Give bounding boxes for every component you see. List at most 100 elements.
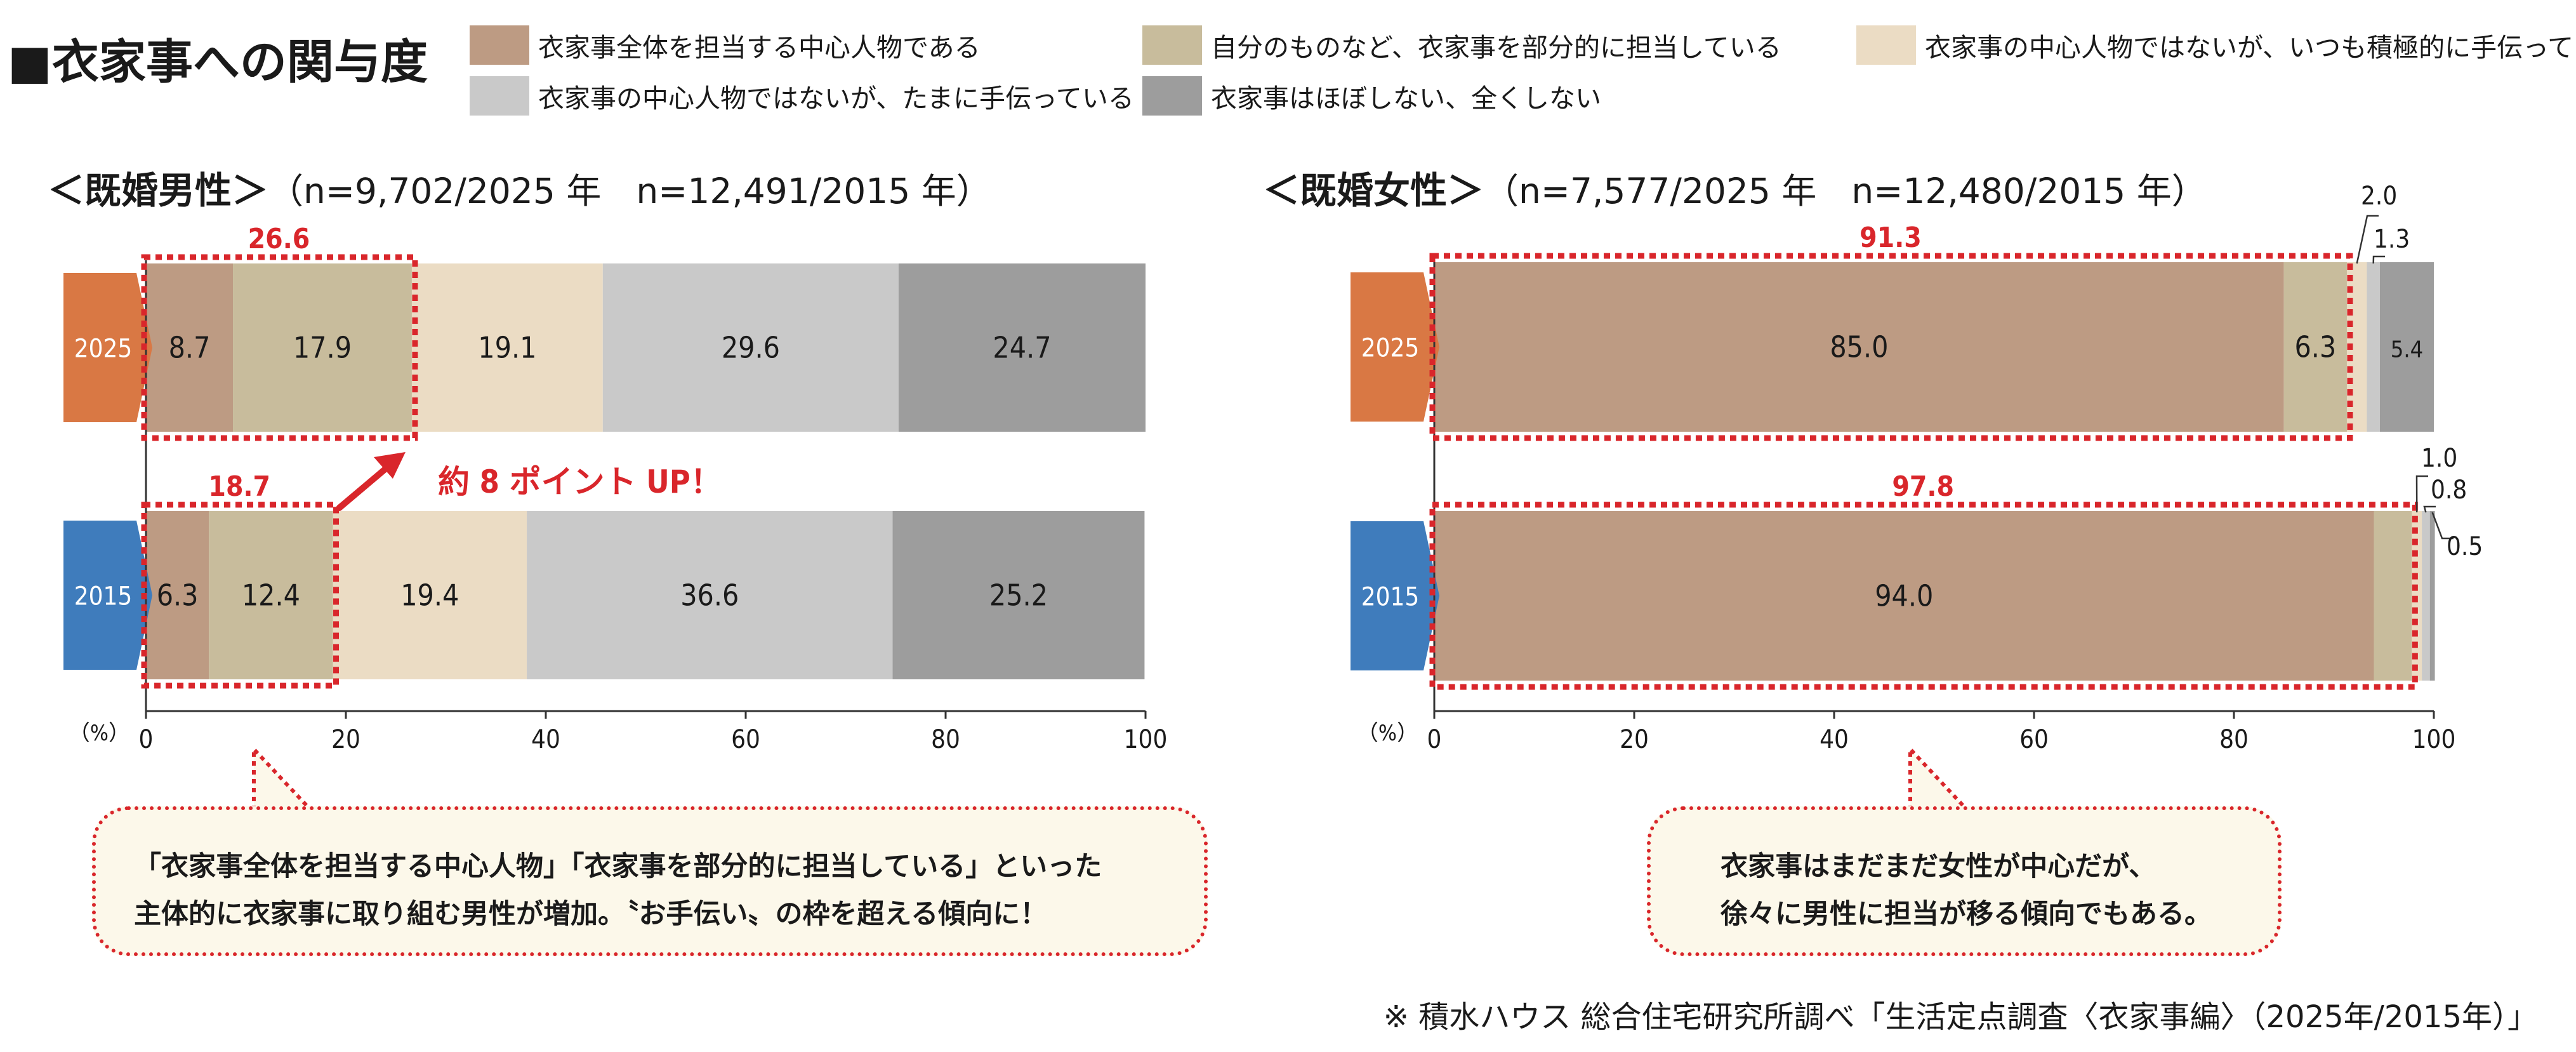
legend-item: 衣家事はほぼしない、全くしない [1142, 76, 1601, 116]
male-callout-line: 「衣家事全体を担当する中心人物」「衣家事を部分的に担当している」といった [134, 851, 1102, 882]
leader-line [2423, 505, 2436, 513]
x-tick-label: 60 [2019, 725, 2049, 754]
year-label: 2025 [1361, 334, 1420, 363]
bar-segment [892, 511, 1145, 679]
bar-segment [2422, 511, 2430, 681]
bar-segment [1434, 511, 2374, 681]
source-note: ※ 積水ハウス 総合住宅研究所調べ「生活定点調査〈衣家事編〉（2025年/201… [1383, 999, 2538, 1035]
bar-segment [209, 511, 333, 679]
year-tag-2025 [1351, 272, 1439, 422]
x-tick-label: 100 [1124, 725, 1168, 754]
legend-swatch [470, 25, 529, 65]
female-callout-line: 衣家事はまだまだ女性が中心だが、 [1721, 851, 2157, 882]
leader-line [2372, 255, 2385, 264]
year-tag-2015 [63, 521, 152, 670]
highlight-total: 97.8 [1892, 470, 1954, 503]
highlight-total: 91.3 [1859, 222, 1922, 254]
male-callout-line: 主体的に衣家事に取り組む男性が増加。〝お手伝い〟の枠を超える傾向に！ [134, 898, 1048, 930]
bar-segment [1434, 262, 2284, 432]
data-label: 6.3 [157, 578, 199, 613]
unit-label: （%） [69, 721, 130, 746]
bar-segment [333, 511, 527, 679]
data-label: 94.0 [1875, 579, 1933, 613]
legend-label: 衣家事の中心人物ではないが、たまに手伝っている [538, 83, 1134, 114]
year-label: 2015 [1361, 583, 1420, 612]
male-chart-title: ＜既婚男性＞ [48, 169, 269, 212]
bar-segment [898, 263, 1146, 432]
x-tick-label: 40 [531, 725, 560, 754]
legend-item: 衣家事全体を担当する中心人物である [470, 25, 981, 65]
legend-item: 衣家事の中心人物ではないが、いつも積極的に手伝っている [1856, 25, 2576, 65]
x-tick-label: 60 [731, 725, 760, 754]
legend-item: 自分のものなど、衣家事を部分的に担当している [1142, 25, 1781, 65]
year-tag-2015 [1351, 521, 1439, 670]
data-label: 0.8 [2431, 476, 2467, 505]
highlight-box [141, 502, 340, 689]
legend-label: 自分のものなど、衣家事を部分的に担当している [1211, 32, 1781, 63]
female-callout: 衣家事はまだまだ女性が中心だが、 徐々に男性に担当が移る傾向でもある。 [1647, 806, 2282, 956]
data-label: 1.0 [2421, 444, 2457, 473]
leader-line [2356, 215, 2379, 264]
data-label: 2.0 [2361, 182, 2397, 211]
bar-segment [2379, 262, 2434, 432]
bar-segment [233, 263, 412, 432]
data-label: 6.3 [2294, 330, 2336, 364]
data-label: 8.7 [169, 331, 211, 365]
data-label: 17.9 [293, 331, 352, 365]
data-label: 0.5 [2447, 532, 2483, 561]
data-label: 85.0 [1830, 330, 1888, 364]
x-tick-label: 40 [1820, 725, 1849, 754]
x-tick-label: 20 [1620, 725, 1649, 754]
legend-swatch [470, 76, 529, 116]
bar-segment [2374, 511, 2412, 681]
data-label: 36.6 [680, 578, 739, 613]
unit-label: （%） [1357, 721, 1418, 746]
highlight-total: 26.6 [248, 223, 310, 255]
data-label: 25.2 [989, 578, 1048, 613]
bar-segment [2283, 262, 2347, 432]
data-label: 1.3 [2374, 225, 2410, 254]
x-tick-label: 80 [931, 725, 960, 754]
data-label: 5.4 [2391, 337, 2424, 363]
arrow-annotation: 約 8 ポイント UP！ [438, 463, 722, 500]
female-callout-pointer [1908, 744, 1972, 812]
bar-segment [527, 511, 893, 679]
up-arrow-head [373, 452, 406, 479]
highlight-total: 18.7 [208, 470, 270, 503]
legend-swatch [1142, 76, 1202, 116]
highlight-box [1429, 502, 2418, 690]
data-label: 19.1 [478, 331, 536, 365]
year-tag-2025 [63, 273, 152, 422]
male-chart-heading: ＜既婚男性＞（n=9,702/2025 年 n=12,491/2015 年） [48, 161, 991, 214]
legend-item: 衣家事の中心人物ではないが、たまに手伝っている [470, 76, 1134, 116]
legend-label: 衣家事はほぼしない、全くしない [1211, 83, 1601, 114]
bar-segment [2367, 262, 2380, 432]
female-callout-line: 徐々に男性に担当が移る傾向でもある。 [1721, 898, 2212, 930]
male-chart-sample-size: （n=9,702/2025 年 n=12,491/2015 年） [268, 171, 991, 211]
female-chart-heading: ＜既婚女性＞（n=7,577/2025 年 n=12,480/2015 年） [1263, 161, 2207, 214]
data-label: 12.4 [242, 578, 300, 613]
x-tick-label: 0 [1427, 725, 1442, 754]
page-title: ■衣家事への関与度 [8, 35, 428, 90]
x-tick-label: 80 [2219, 725, 2249, 754]
data-label: 29.6 [722, 331, 780, 365]
bar-segment [602, 263, 899, 432]
bar-segment [146, 263, 234, 432]
bar-segment [411, 263, 603, 432]
female-chart-sample-size: （n=7,577/2025 年 n=12,480/2015 年） [1484, 171, 2207, 211]
female-chart-title: ＜既婚女性＞ [1263, 169, 1484, 212]
data-label: 19.4 [400, 578, 459, 613]
x-tick-label: 0 [139, 725, 154, 754]
legend-label: 衣家事の中心人物ではないが、いつも積極的に手伝っている [1925, 32, 2576, 63]
male-callout-pointer [252, 744, 315, 812]
x-tick-label: 20 [331, 725, 360, 754]
leader-line [2415, 475, 2428, 513]
bar-segment [146, 511, 209, 679]
data-label: 24.7 [993, 331, 1051, 365]
x-tick-label: 100 [2412, 725, 2456, 754]
male-callout: 「衣家事全体を担当する中心人物」「衣家事を部分的に担当している」といった 主体的… [92, 806, 1208, 956]
legend-swatch [1142, 25, 1202, 65]
highlight-box [1429, 253, 2353, 441]
year-label: 2015 [74, 582, 133, 611]
